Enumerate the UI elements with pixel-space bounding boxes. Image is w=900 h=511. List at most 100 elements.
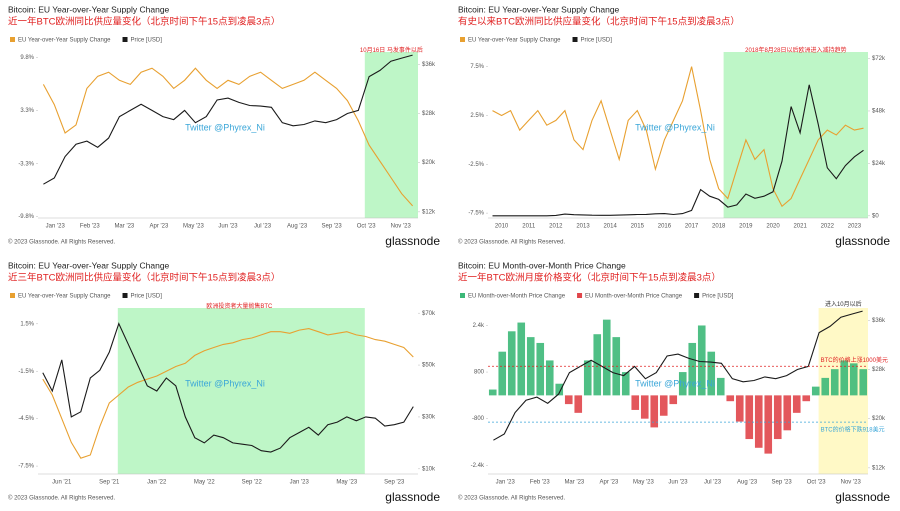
y-tick-label: -7.5% — [18, 464, 34, 470]
y-tick-label: 9.8% — [20, 55, 34, 61]
legend-swatch — [10, 293, 15, 298]
x-tick-label: Jul '23 — [704, 480, 722, 486]
x-tick-label: 2020 — [766, 224, 780, 230]
y-tick-label: $30k — [422, 415, 436, 421]
annotation: 进入10月以后 — [825, 300, 862, 308]
legend-swatch — [572, 37, 578, 42]
legend-swatch — [460, 293, 465, 298]
y-tick-label: $12k — [422, 209, 436, 215]
x-tick-label: 2014 — [603, 224, 617, 230]
y-tick-label: $70k — [422, 311, 436, 317]
y-tick-label: 800 — [474, 370, 485, 376]
legend-label: Price [USD] — [131, 38, 163, 44]
brand-logo: glassnode — [835, 234, 890, 248]
bar — [564, 395, 573, 405]
annotation: 10月16日 马发事件以后 — [360, 46, 423, 54]
annotation: 欧洲投资者大量抛售BTC — [206, 302, 273, 310]
bar — [621, 372, 630, 396]
y-tick-label: $36k — [872, 318, 886, 324]
x-tick-label: Mar '23 — [564, 480, 584, 486]
bar — [783, 395, 792, 431]
y-tick-label: 2.4k — [473, 323, 485, 329]
series-line — [42, 328, 414, 459]
y-tick-label: $24k — [872, 161, 886, 167]
legend-swatch — [122, 37, 128, 42]
x-tick-label: Jun '23 — [668, 480, 688, 486]
y-tick-label: -800 — [472, 416, 485, 422]
chart-subtitle: 近一年BTC欧洲月度价格变化（北京时间下午15点到凌晨3点） — [458, 272, 721, 284]
legend-label: Price [USD] — [131, 294, 163, 300]
legend-label: Price [USD] — [581, 38, 613, 44]
x-tick-label: Aug '23 — [737, 480, 758, 486]
bar — [859, 369, 868, 396]
watermark: Twitter @Phyrex_Ni — [635, 378, 715, 388]
y-tick-label: $48k — [872, 109, 886, 115]
x-tick-label: 2010 — [495, 224, 509, 230]
bar — [631, 395, 640, 410]
bar — [583, 360, 592, 396]
x-tick-label: Feb '23 — [530, 480, 550, 486]
x-tick-label: 2015 — [631, 224, 645, 230]
highlight-region — [723, 52, 868, 218]
bar — [792, 395, 801, 413]
legend-swatch — [460, 37, 465, 42]
bar — [555, 383, 564, 396]
brand-logo: glassnode — [385, 234, 440, 248]
bar — [697, 325, 706, 396]
y-tick-label: $12k — [872, 465, 886, 471]
x-tick-label: Nov '23 — [391, 224, 412, 230]
y-tick-label: -2.5% — [468, 162, 484, 168]
x-tick-label: May '22 — [194, 480, 215, 486]
x-tick-label: Sep '22 — [242, 480, 263, 486]
y-tick-label: $72k — [872, 56, 886, 62]
copyright: © 2023 Glassnode. All Rights Reserved. — [458, 495, 565, 502]
copyright: © 2023 Glassnode. All Rights Reserved. — [8, 239, 115, 246]
x-tick-label: 2023 — [848, 224, 862, 230]
bar — [517, 322, 526, 396]
x-tick-label: Sep '21 — [99, 480, 120, 486]
bar — [507, 331, 516, 396]
x-tick-label: 2018 — [712, 224, 726, 230]
x-tick-label: Apr '23 — [149, 224, 168, 230]
bar — [498, 351, 507, 396]
chart-title: Bitcoin: EU Year-over-Year Supply Change — [458, 4, 620, 14]
chart-subtitle: 有史以来BTC欧洲同比供应量变化（北京时间下午15点到凌晨3点） — [458, 16, 740, 28]
x-tick-label: Mar '23 — [114, 224, 134, 230]
legend-label: EU Month-over-Month Price Change — [468, 294, 566, 300]
y-tick-label: -1.5% — [18, 369, 34, 375]
bar — [593, 334, 602, 396]
watermark: Twitter @Phyrex_Ni — [635, 122, 715, 132]
x-tick-label: Jan '23 — [290, 480, 310, 486]
legend-swatch — [694, 293, 700, 298]
bar — [659, 395, 668, 416]
x-tick-label: May '23 — [183, 224, 204, 230]
x-tick-label: Jan '22 — [147, 480, 167, 486]
y-tick-label: -9.8% — [18, 214, 34, 220]
bar — [707, 351, 716, 396]
x-tick-label: Sep '23 — [384, 480, 405, 486]
bar — [830, 369, 839, 396]
x-tick-label: 2019 — [739, 224, 753, 230]
x-tick-label: Sep '23 — [772, 480, 793, 486]
annotation: BTC的价格上涨1000美元 — [821, 356, 888, 364]
y-tick-label: $20k — [872, 416, 886, 422]
chart-title: Bitcoin: EU Year-over-Year Supply Change — [8, 260, 170, 270]
annotation: BTC的价格下跌918美元 — [821, 426, 885, 434]
legend-label: Price [USD] — [702, 294, 734, 300]
series-line — [42, 67, 414, 207]
y-tick-label: 2.5% — [470, 113, 484, 119]
copyright: © 2023 Glassnode. All Rights Reserved. — [8, 495, 115, 502]
bar — [745, 395, 754, 440]
brand-logo: glassnode — [835, 490, 890, 504]
series-line — [492, 84, 864, 217]
bar — [688, 342, 697, 396]
x-tick-label: Aug '23 — [287, 224, 308, 230]
copyright: © 2023 Glassnode. All Rights Reserved. — [458, 239, 565, 246]
legend-label: EU Year-over-Year Supply Change — [18, 294, 111, 300]
annotation: 2018年8月28日以后欧洲进入减持趋势 — [745, 46, 846, 54]
watermark: Twitter @Phyrex_Ni — [185, 122, 265, 132]
series-line — [492, 66, 864, 208]
legend-swatch — [122, 293, 128, 298]
series-line — [43, 54, 413, 185]
bar — [773, 395, 782, 440]
